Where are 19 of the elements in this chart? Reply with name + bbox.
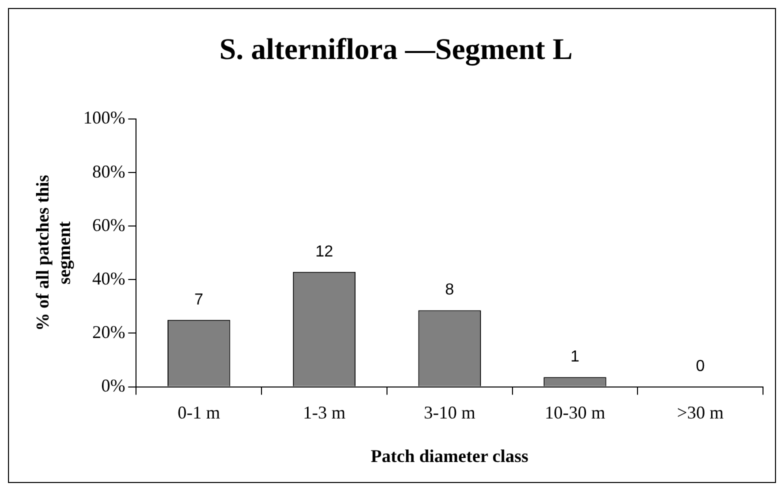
- annotation: 1: [570, 348, 580, 366]
- x-tick-label: 10-30 m: [544, 402, 606, 422]
- x-axis-title: Patch diameter class: [370, 446, 528, 466]
- annotation: 8: [445, 282, 454, 299]
- chart-title: S. alterniflora —Segment L: [219, 32, 573, 66]
- annotation: 7: [194, 291, 204, 308]
- y-tick-label: 0%: [101, 376, 126, 396]
- x-tick-label: >30 m: [676, 402, 724, 422]
- annotation: 12: [315, 243, 334, 260]
- y-axis-title: % of all patches this segment: [32, 174, 74, 331]
- y-tick-label: 20%: [92, 322, 126, 342]
- annotation: 0: [696, 358, 705, 376]
- x-tick-label: 1-3 m: [302, 402, 346, 422]
- y-tick-label: 80%: [92, 161, 126, 182]
- x-tick-label: 0-1 m: [178, 402, 220, 422]
- y-tick-label: 40%: [92, 268, 126, 288]
- x-tick-label: 3-10 m: [424, 402, 476, 422]
- y-tick-label: 60%: [92, 214, 126, 235]
- y-tick-label: 100%: [83, 108, 126, 128]
